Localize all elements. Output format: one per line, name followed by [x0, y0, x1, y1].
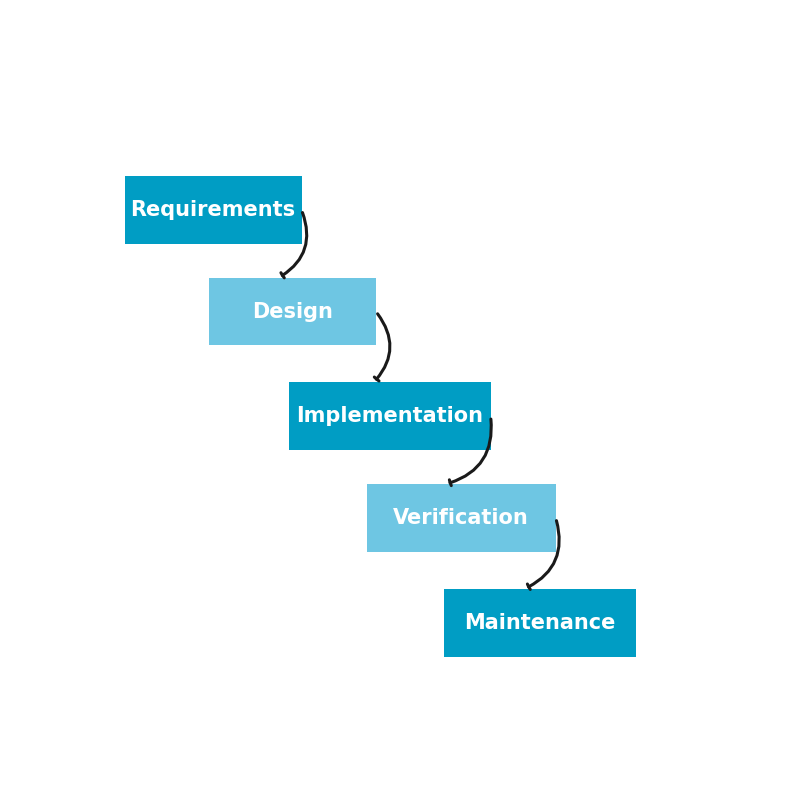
- FancyBboxPatch shape: [444, 589, 636, 657]
- Text: Maintenance: Maintenance: [465, 613, 616, 633]
- Text: Verification: Verification: [394, 508, 529, 528]
- FancyBboxPatch shape: [289, 382, 490, 450]
- FancyBboxPatch shape: [366, 484, 556, 552]
- Text: Implementation: Implementation: [296, 406, 483, 426]
- FancyBboxPatch shape: [125, 176, 302, 244]
- Text: Design: Design: [252, 302, 333, 322]
- Text: Requirements: Requirements: [130, 200, 296, 220]
- FancyBboxPatch shape: [209, 278, 376, 346]
